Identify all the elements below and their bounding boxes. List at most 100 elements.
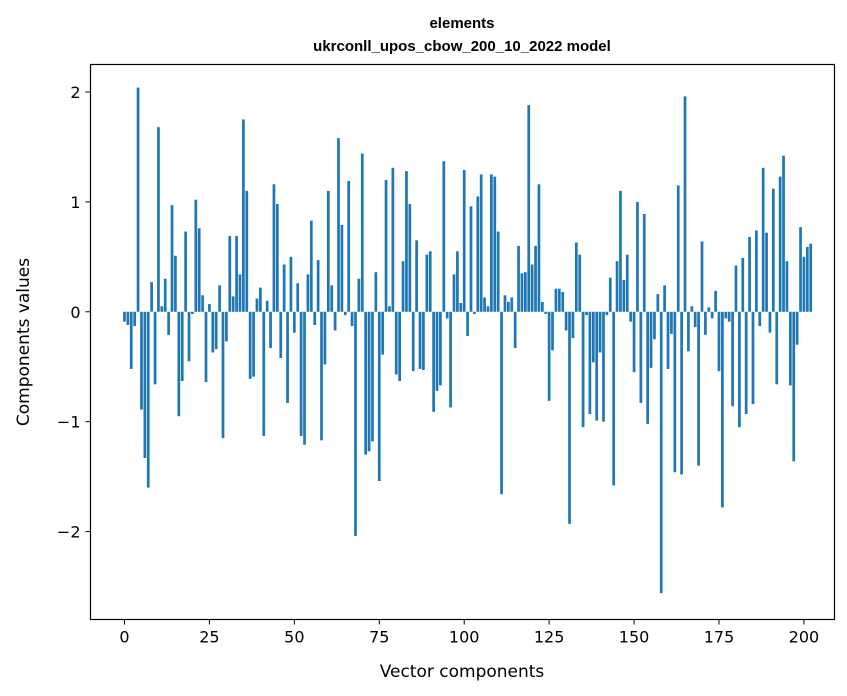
bar-200 [802,256,806,312]
bar-21 [194,199,198,312]
y-axis-label: Components values [14,258,34,426]
bar-82 [401,261,405,312]
bar-32 [231,296,235,312]
bar-15 [174,255,177,312]
bar-83 [405,171,408,312]
bar-12 [163,278,167,312]
bar-9 [153,311,157,385]
bar-41 [262,311,266,436]
bar-1 [126,311,130,325]
x-tick-label: 200 [789,628,820,647]
x-tick-label: 0 [119,628,129,647]
bar-37 [248,311,252,379]
bar-6 [143,311,147,458]
bar-191 [771,188,775,312]
bar-22 [197,228,201,312]
bar-114 [510,297,514,312]
y-axis: −2 −1 0 1 2 [57,83,91,542]
bar-43 [269,311,272,349]
bar-98 [456,251,459,312]
bar-172 [707,307,711,312]
bar-201 [805,246,809,312]
x-tick-label: 25 [199,628,219,647]
bar-117 [520,273,524,312]
bar-4 [136,87,140,312]
bar-76 [381,311,385,355]
y-tick-label: 2 [70,83,80,102]
bar-11 [160,306,164,312]
bar-72 [367,311,371,452]
bar-16 [177,311,181,417]
bar-92 [435,311,439,391]
bar-81 [398,311,402,382]
bar-93 [439,311,442,386]
bar-190 [768,311,772,333]
bar-29 [221,311,225,439]
x-axis: 0 25 50 75 100 125 150 175 200 [119,619,820,647]
bar-95 [445,311,449,319]
bar-26 [211,311,215,353]
bar-31 [228,235,232,312]
bar-186 [755,230,758,312]
bar-189 [765,232,768,312]
y-tick-label: 1 [70,193,80,212]
bar-108 [490,174,493,312]
y-tick-label: 0 [70,303,80,322]
bar-14 [170,205,174,312]
bar-55 [309,220,313,312]
x-tick-label: 175 [704,628,735,647]
bar-5 [140,311,143,410]
bar-126 [551,311,554,351]
bar-99 [459,302,463,312]
bar-178 [727,311,731,322]
bar-39 [255,298,259,312]
bar-33 [235,235,238,312]
bar-100 [462,170,466,312]
bar-3 [133,311,137,327]
bar-104 [476,196,480,312]
bar-142 [605,311,609,316]
bar-182 [741,257,745,312]
bar-147 [622,279,626,312]
bar-94 [442,161,446,312]
chart-title-line1: elements [429,15,494,32]
bar-112 [503,295,507,312]
bar-144 [612,311,616,486]
bar-125 [547,311,551,401]
bar-168 [693,311,697,328]
plot-frame [89,63,836,621]
bar-123 [540,301,544,312]
bar-69 [357,278,361,312]
bar-30 [225,311,228,342]
bar-50 [292,311,296,333]
bar-56 [313,311,317,325]
bar-71 [364,311,368,455]
bar-47 [282,264,286,312]
bar-115 [513,311,517,349]
bar-42 [265,300,269,312]
bar-96 [449,311,452,408]
bar-88 [422,311,425,371]
bar-155 [649,311,653,368]
bar-19 [187,311,191,362]
bar-23 [201,295,204,312]
bar-67 [350,311,354,327]
bar-161 [670,311,673,334]
bar-109 [493,176,497,312]
bar-124 [544,311,548,314]
bar-60 [326,190,330,312]
bar-27 [214,311,218,350]
bar-174 [714,290,717,312]
bar-163 [676,185,680,312]
bar-156 [653,311,656,340]
bar-169 [697,311,700,466]
bar-101 [466,311,469,336]
bar-157 [656,294,660,312]
bar-40 [259,287,262,312]
bar-77 [384,179,388,312]
bar-160 [666,311,670,369]
bar-148 [625,254,629,312]
bar-154 [646,311,650,424]
bar-128 [557,288,561,312]
bar-80 [394,311,398,375]
